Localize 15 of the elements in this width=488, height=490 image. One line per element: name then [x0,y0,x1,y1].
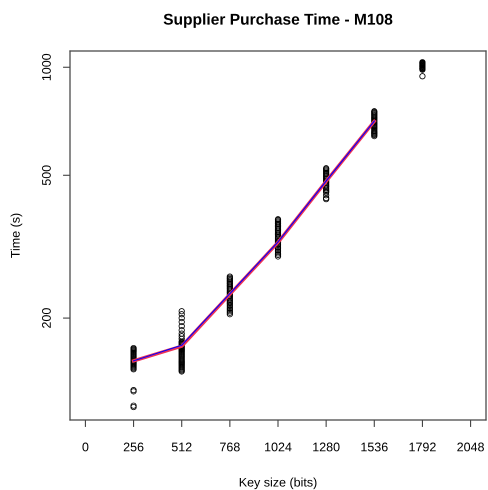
x-axis-title: Key size (bits) [240,477,316,490]
x-tick-label: 2048 [457,442,484,452]
x-tick-label: 1280 [313,442,340,452]
x-tick-label: 1024 [265,442,292,452]
y-tick-label: 200 [42,308,51,328]
y-axis-title: Time (s) [10,214,22,258]
x-tick-label: 0 [82,442,88,452]
x-tick-label: 256 [124,442,144,452]
chart-title: Supplier Purchase Time - M108 [164,13,392,28]
x-tick-label: 512 [172,442,192,452]
x-tick-label: 768 [220,442,240,452]
y-tick-label: 1000 [42,54,51,80]
x-tick-label: 1792 [409,442,436,452]
y-tick-label: 500 [42,165,51,186]
x-tick-label: 1536 [361,442,388,452]
